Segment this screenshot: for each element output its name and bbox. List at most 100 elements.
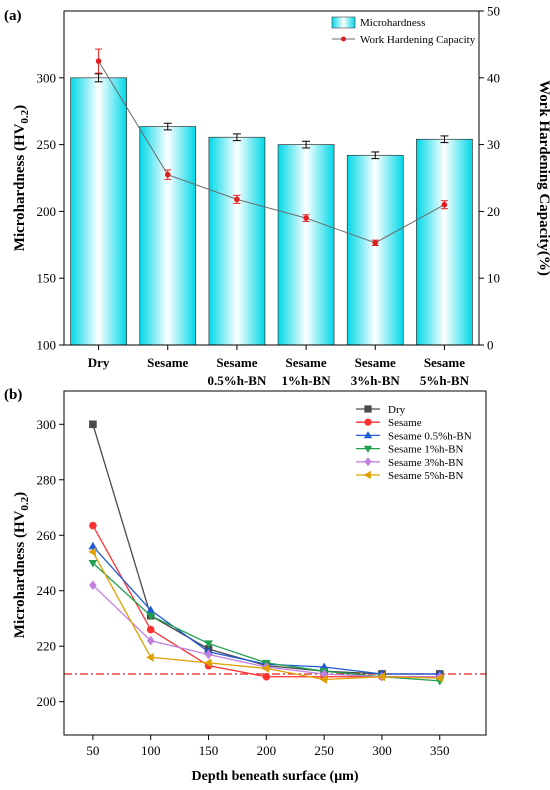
marker-diamond <box>89 580 97 590</box>
panel-a: (a) 100 150 200 250 300 0 10 20 30 40 50 Dry Sesame S… <box>4 4 550 389</box>
marker-circle <box>146 625 155 634</box>
marker-triangle-down <box>88 559 98 568</box>
bar <box>277 144 335 346</box>
panel-b-ticks: 200 220 240 260 280 300 50 100 150 200 250 300 350 <box>37 417 450 758</box>
y2-tick-label: 30 <box>487 137 500 152</box>
x-category-label: Sesame <box>216 355 257 370</box>
marker-triangle-left <box>146 652 154 662</box>
panel-a-bars <box>70 73 473 346</box>
marker-triangle-left <box>435 673 443 683</box>
marker-square <box>89 420 97 429</box>
legend-swatch-microhardness <box>331 16 356 29</box>
bar <box>416 138 473 346</box>
y-tick-label: 100 <box>37 338 57 353</box>
panel-a-line-series <box>95 48 448 246</box>
y2-tick-label: 50 <box>487 4 500 19</box>
panel-a-ylabel: Microhardness (HV0.2) <box>12 105 31 251</box>
whc-point <box>303 215 309 221</box>
legend-label: Dry <box>388 404 406 416</box>
marker-triangle-down <box>363 445 373 453</box>
marker-circle <box>364 418 372 426</box>
x-tick-label: 50 <box>86 743 99 758</box>
legend-marker-whc <box>341 36 346 42</box>
marker-triangle-left <box>88 547 96 557</box>
x-category-label: Dry <box>88 355 110 370</box>
marker-circle <box>89 521 97 530</box>
marker-diamond <box>364 457 372 467</box>
x-category-label: 5%h-BN <box>420 373 470 388</box>
y2-tick-label: 10 <box>487 271 500 286</box>
marker-triangle-left <box>319 675 328 684</box>
x-category-label: 0.5%h-BN <box>207 373 266 388</box>
legend-label: Sesame 1%h-BN <box>388 444 464 456</box>
y-tick-label: 300 <box>37 417 57 432</box>
x-category-label: Sesame <box>147 355 188 370</box>
whc-point <box>234 196 240 203</box>
y-tick-label: 240 <box>37 583 57 598</box>
y2-tick-label: 40 <box>487 70 500 85</box>
marker-triangle-left <box>261 664 270 673</box>
whc-point <box>95 58 102 64</box>
marker-triangle-down <box>146 612 156 621</box>
whc-line <box>98 60 445 244</box>
marker-triangle-up <box>363 431 373 439</box>
bar <box>346 154 404 346</box>
panel-b-xlabel: Depth beneath surface (μm) <box>192 769 359 784</box>
y-tick-label: 220 <box>37 639 57 654</box>
x-category-label: Sesame <box>355 355 396 370</box>
bar <box>139 126 197 346</box>
whc-point <box>164 171 171 178</box>
marker-square <box>364 405 372 413</box>
x-tick-label: 350 <box>430 743 450 758</box>
marker-triangle-left <box>377 672 385 682</box>
y-tick-label: 200 <box>37 204 57 219</box>
panel-b-series <box>88 420 445 686</box>
y-tick-label: 260 <box>37 528 57 543</box>
panel-b-frame <box>63 390 487 736</box>
x-category-label: 1%h-BN <box>282 373 332 388</box>
legend-label-microhardness: Microhardness <box>360 17 425 29</box>
panel-b-label: (b) <box>4 387 22 403</box>
x-tick-label: 150 <box>199 743 219 758</box>
marker-triangle-left <box>363 470 371 480</box>
x-category-label: Sesame <box>285 355 326 370</box>
y2-tick-label: 20 <box>487 204 500 219</box>
x-tick-label: 100 <box>141 743 161 758</box>
marker-circle <box>262 672 271 681</box>
y-tick-label: 250 <box>37 137 57 152</box>
legend-label: Sesame 0.5%h-BN <box>388 430 472 442</box>
series-line <box>92 525 440 678</box>
panel-a-label: (a) <box>4 8 22 24</box>
marker-diamond <box>146 635 155 646</box>
marker-triangle-down <box>204 640 213 649</box>
y-tick-label: 150 <box>37 271 57 286</box>
panel-b: (b) 200 220 240 260 280 300 50 100 150 200 250 300 3… <box>4 387 487 784</box>
marker-triangle-up <box>88 541 98 550</box>
x-category-label: 3%h-BN <box>351 373 401 388</box>
x-tick-label: 250 <box>314 743 334 758</box>
panel-a-legend: Microhardness Work Hardening Capacity <box>331 16 476 46</box>
legend-label: Sesame 5%h-BN <box>388 470 464 482</box>
whc-point <box>441 201 448 208</box>
legend-label: Sesame <box>388 417 422 429</box>
panel-b-ylabel: Microhardness (HV0.2) <box>12 492 31 638</box>
panel-a-ticks: 100 150 200 250 300 0 10 20 30 40 50 Dry Sesame Sesam… <box>37 4 501 389</box>
panel-a-frame <box>63 10 480 346</box>
legend-label-whc: Work Hardening Capacity <box>360 34 476 46</box>
bar <box>208 136 266 346</box>
y2-tick-label: 0 <box>487 338 494 353</box>
y-tick-label: 280 <box>37 472 57 487</box>
x-tick-label: 300 <box>372 743 392 758</box>
x-category-label: Sesame <box>424 355 465 370</box>
y-tick-label: 200 <box>37 694 57 709</box>
marker-triangle-up <box>146 605 156 614</box>
x-tick-label: 200 <box>257 743 277 758</box>
whc-point <box>372 239 379 246</box>
legend-label: Sesame 3%h-BN <box>388 457 464 469</box>
panel-a-y2label: Work Hardening Capacity(%) <box>536 80 550 276</box>
bar <box>70 77 127 346</box>
marker-diamond <box>204 649 213 660</box>
y-tick-label: 300 <box>37 70 57 85</box>
